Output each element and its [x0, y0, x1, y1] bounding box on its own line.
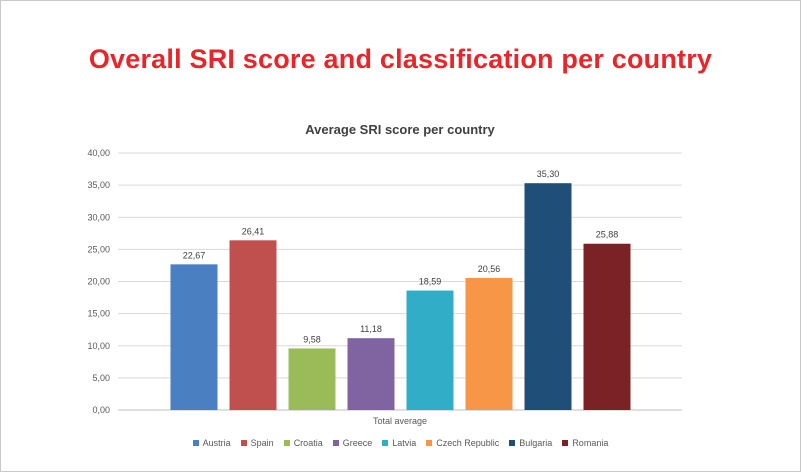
bar-austria: [170, 264, 218, 410]
legend-item-greece: Greece: [332, 438, 373, 448]
legend-label: Spain: [250, 438, 274, 448]
y-tick-label: 30,00: [87, 212, 110, 222]
y-tick-label: 25,00: [87, 244, 110, 254]
chart-legend: Austria Spain Croatia Greece Latvia Czech Rep…: [0, 438, 801, 448]
slide-title: Overall SRI score and classification per…: [88, 44, 713, 74]
legend-swatch: [426, 440, 433, 446]
legend-label: Greece: [342, 438, 373, 448]
bar-bulgaria: [524, 183, 572, 410]
bar-spain: [229, 240, 277, 410]
legend-swatch: [332, 440, 339, 446]
data-label-romania: 25,88: [596, 230, 619, 240]
bar-croatia: [288, 348, 336, 410]
legend-swatch: [192, 440, 199, 446]
data-label-latvia: 18,59: [419, 277, 442, 287]
bars: [170, 183, 631, 410]
legend-swatch: [240, 440, 247, 446]
data-label-spain: 26,41: [242, 226, 265, 236]
y-tick-label: 40,00: [87, 148, 110, 158]
y-tick-label: 20,00: [87, 277, 110, 287]
legend-swatch: [382, 440, 389, 446]
legend-item-czech-republic: Czech Republic: [426, 438, 499, 448]
y-tick-label: 15,00: [87, 309, 110, 319]
legend-swatch: [509, 440, 516, 446]
legend-swatch: [283, 440, 290, 446]
legend-item-spain: Spain: [240, 438, 274, 448]
legend-item-latvia: Latvia: [382, 438, 416, 448]
legend-label: Latvia: [392, 438, 417, 448]
data-label-bulgaria: 35,30: [537, 169, 560, 179]
legend-label: Czech Republic: [436, 438, 500, 448]
bar-romania: [583, 243, 631, 410]
legend-item-austria: Austria: [192, 438, 231, 448]
y-tick-label: 35,00: [87, 180, 110, 190]
data-labels: 22,67 26,41 9,58 11,18 18,59 20,56 35,30 25,88: [183, 169, 619, 344]
legend-item-romania: Romania: [562, 438, 608, 448]
bar-latvia: [406, 290, 454, 410]
data-label-greece: 11,18: [360, 324, 382, 334]
legend-label: Austria: [202, 438, 231, 448]
chart-title: Average SRI score per country: [305, 122, 495, 137]
y-tick-label: 10,00: [87, 341, 110, 351]
data-label-czech-republic: 20,56: [478, 264, 501, 274]
data-label-croatia: 9,58: [303, 334, 321, 344]
x-axis-label: Total average: [373, 416, 427, 426]
bar-greece: [347, 338, 395, 410]
legend-item-croatia: Croatia: [283, 438, 323, 448]
bar-czech-republic: [465, 277, 513, 410]
legend-label: Bulgaria: [519, 438, 553, 448]
legend-swatch: [562, 440, 569, 446]
legend-label: Romania: [572, 438, 609, 448]
legend-item-bulgaria: Bulgaria: [509, 438, 552, 448]
data-label-austria: 22,67: [183, 250, 206, 260]
y-tick-label: 0,00: [92, 405, 110, 415]
legend-label: Croatia: [293, 438, 323, 448]
y-tick-label: 5,00: [92, 373, 110, 383]
y-axis-tick-labels: 0,00 5,00 10,00 15,00 20,00 25,00 30,00 35,00 40…: [87, 148, 110, 415]
